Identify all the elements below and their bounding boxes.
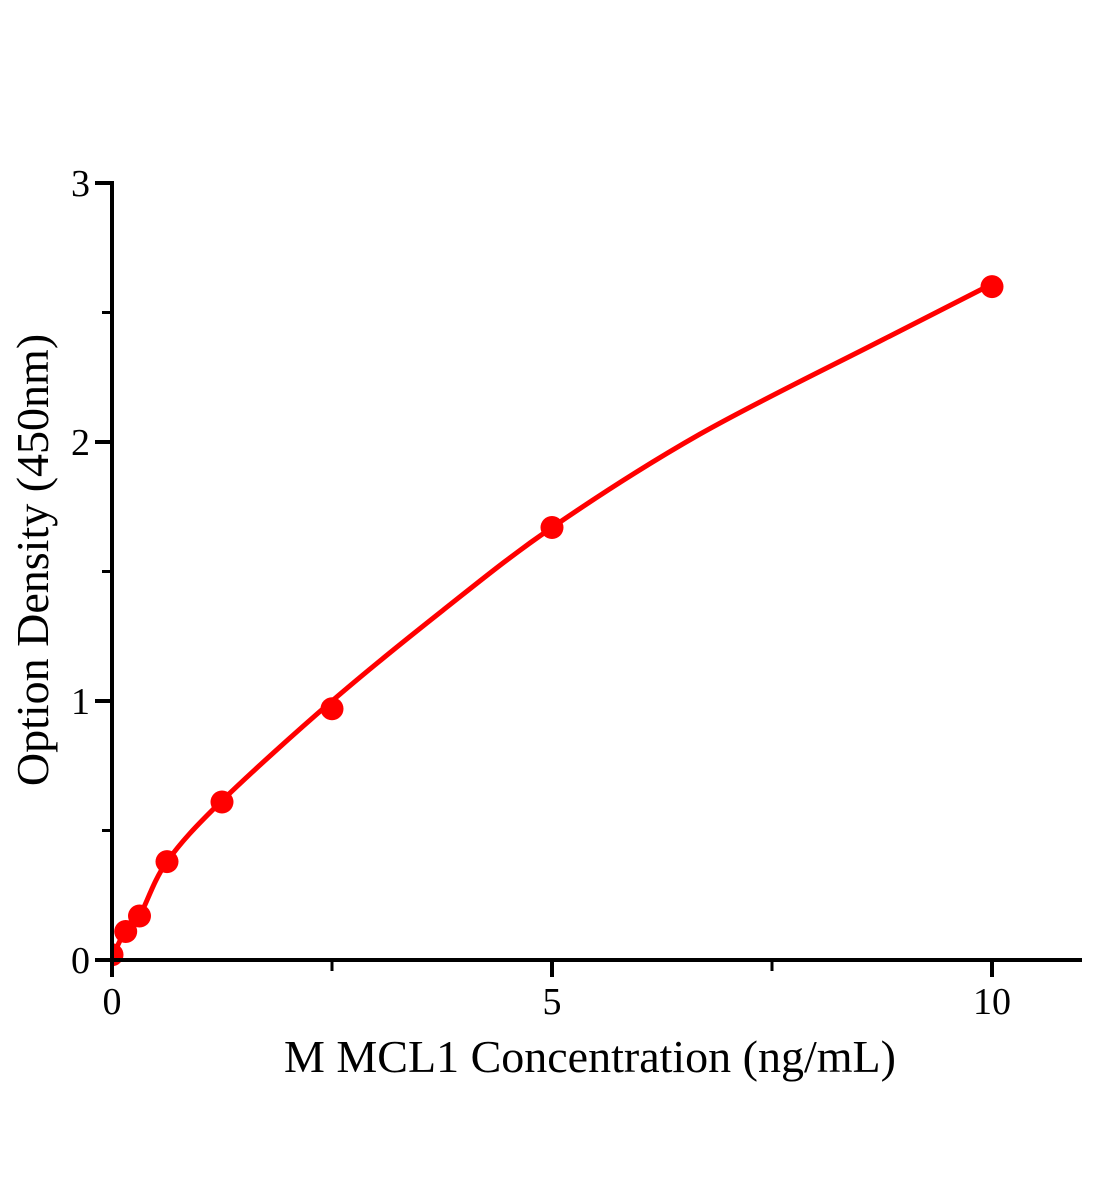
data-point-marker xyxy=(540,516,564,539)
x-axis-tick-label: 10 xyxy=(973,981,1011,1023)
x-axis-tick-label: 5 xyxy=(543,981,562,1023)
y-axis-tick-label: 1 xyxy=(71,681,90,723)
data-point-marker xyxy=(320,697,344,721)
y-axis-tick-label: 3 xyxy=(71,163,90,205)
data-point-marker xyxy=(128,904,151,928)
data-point-marker xyxy=(114,920,138,943)
y-axis-title: Option Density (450nm) xyxy=(7,334,58,786)
x-axis-tick-label: 0 xyxy=(103,981,122,1023)
data-point-marker xyxy=(980,275,1004,299)
data-point-marker xyxy=(210,790,234,814)
data-point-marker xyxy=(155,850,179,874)
axes-layer: 0 5 10 0 1 2 3 xyxy=(71,163,1082,1023)
y-axis-tick-label: 0 xyxy=(71,940,90,982)
x-axis-title: M MCL1 Concentration (ng/mL) xyxy=(284,1031,896,1082)
data-series-layer xyxy=(112,275,1004,967)
standard-curve-line xyxy=(112,281,995,960)
y-axis-tick-label: 2 xyxy=(71,422,90,464)
